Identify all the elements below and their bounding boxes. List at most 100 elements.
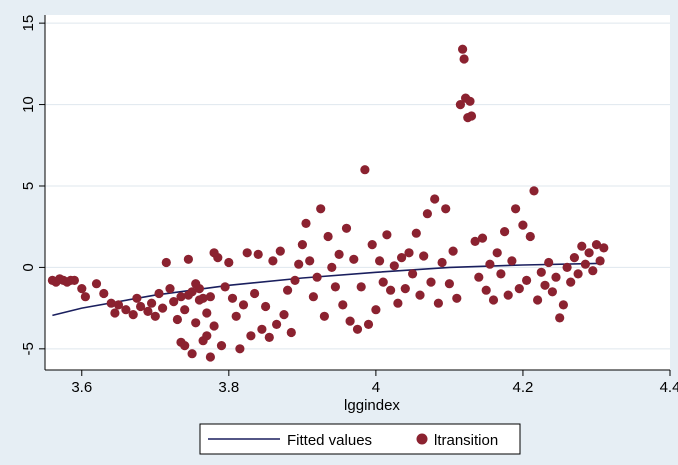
x-tick-label: 3.8 [218, 379, 239, 396]
data-point [216, 341, 227, 351]
data-point [319, 311, 329, 321]
data-point [110, 308, 120, 318]
data-point [191, 318, 201, 328]
data-point [496, 269, 506, 279]
data-point [264, 332, 274, 342]
data-point [316, 204, 326, 214]
data-point [588, 266, 598, 276]
data-point [121, 305, 131, 315]
data-point [231, 311, 241, 321]
data-point [540, 280, 550, 290]
data-point [386, 285, 396, 295]
data-point [183, 290, 193, 300]
data-point [558, 300, 569, 310]
data-point [375, 256, 385, 266]
legend-label-points: ltransition [434, 432, 498, 449]
data-point [172, 314, 182, 325]
y-tick-label: 0 [20, 263, 37, 271]
data-point [382, 230, 392, 240]
data-point [338, 300, 348, 310]
data-point [466, 111, 477, 121]
data-point [584, 248, 594, 258]
data-point [529, 186, 539, 196]
data-point [294, 259, 304, 269]
data-point [522, 275, 532, 285]
data-point [202, 331, 212, 341]
data-point [393, 298, 403, 308]
data-point [80, 292, 90, 302]
data-point [397, 253, 407, 263]
data-point [275, 246, 285, 256]
data-point [500, 227, 510, 237]
data-point [477, 233, 488, 243]
data-point [411, 228, 421, 238]
data-point [595, 256, 605, 266]
data-point [415, 290, 425, 300]
data-point [591, 240, 602, 250]
data-point [250, 288, 260, 299]
data-point [169, 297, 179, 307]
data-point [577, 241, 587, 251]
data-point [448, 246, 458, 256]
data-point [408, 269, 418, 279]
data-point [349, 254, 359, 264]
data-point [400, 284, 410, 294]
data-point [176, 292, 186, 302]
data-point [180, 305, 190, 315]
data-point [433, 298, 443, 308]
data-point [458, 44, 468, 54]
data-point [220, 282, 230, 292]
legend-label-fitted: Fitted values [287, 432, 372, 449]
data-point [183, 254, 193, 264]
fitted-values-layer [52, 262, 604, 317]
data-point [525, 231, 535, 242]
data-point [257, 324, 267, 334]
data-point [161, 257, 171, 268]
data-point [378, 277, 388, 287]
data-point [198, 293, 208, 303]
points-layer [47, 44, 609, 362]
data-point [551, 272, 561, 282]
data-point [272, 319, 282, 329]
data-point [205, 292, 215, 302]
data-point [533, 295, 543, 305]
x-tick-label: 3.6 [71, 379, 92, 396]
data-point [356, 282, 366, 292]
data-point [352, 324, 363, 334]
data-point [305, 256, 315, 266]
data-point [555, 313, 565, 323]
data-point [536, 267, 546, 277]
data-point [371, 305, 381, 315]
data-point [389, 261, 399, 271]
legend: Fitted values ltransition [199, 423, 521, 455]
data-point [143, 306, 153, 316]
data-point [437, 257, 447, 268]
data-point [441, 204, 451, 214]
data-point [430, 194, 440, 204]
plot-area [45, 15, 670, 370]
data-point [238, 300, 249, 310]
data-point [367, 240, 377, 250]
x-tick-label: 4 [372, 379, 380, 396]
data-point [341, 223, 352, 233]
data-point [503, 290, 513, 300]
data-point [566, 277, 576, 287]
y-tick-label: 5 [20, 182, 37, 190]
data-point [426, 277, 436, 287]
data-point [312, 272, 322, 282]
x-axis-label: lggindex [344, 397, 400, 414]
x-tick-label: 4.4 [660, 379, 678, 396]
data-point [507, 256, 517, 266]
y-tick-label: -5 [20, 342, 37, 355]
data-point [444, 279, 454, 289]
data-point [481, 285, 491, 295]
data-point [128, 310, 138, 320]
data-point [580, 259, 591, 269]
data-point [488, 295, 499, 305]
data-point [235, 344, 245, 354]
data-point [404, 248, 414, 258]
data-point [514, 284, 524, 294]
data-point [132, 293, 142, 303]
data-point [227, 293, 238, 303]
